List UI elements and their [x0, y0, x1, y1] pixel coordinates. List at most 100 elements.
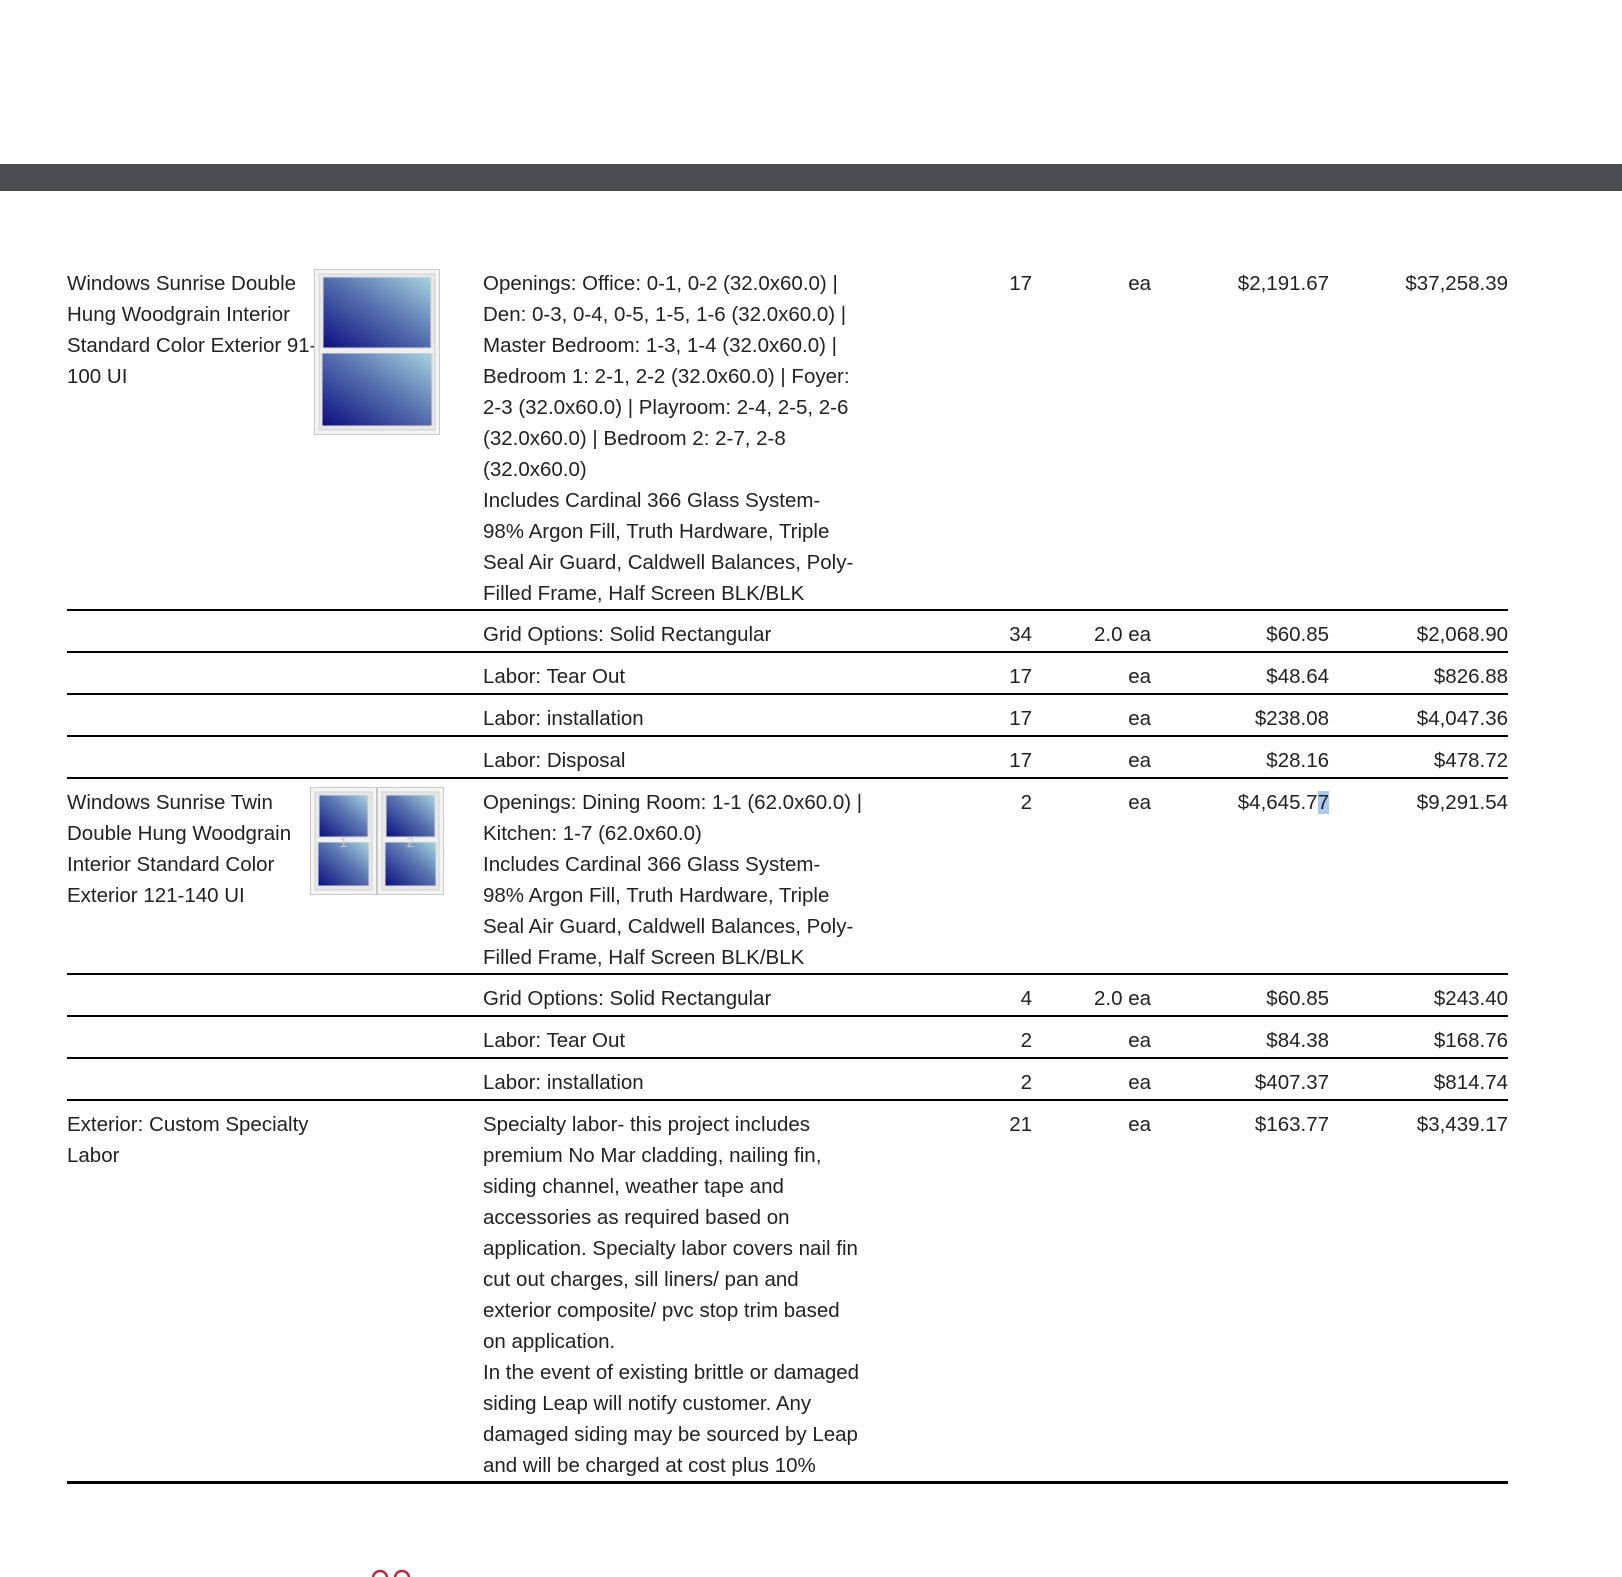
item-name: Exterior: Custom Specialty Labor	[67, 1113, 309, 1167]
item-unit-price: $4,645.77	[1151, 787, 1329, 973]
table-row: Exterior: Custom Specialty Labor Specialt…	[67, 1101, 1508, 1484]
item-total: $168.76	[1433, 1029, 1508, 1052]
item-unit-price: $60.85	[1151, 983, 1329, 1015]
table-row: Labor: installation 17 ea $238.08 $4,047.36	[67, 695, 1508, 737]
item-unit-price: $2,191.67	[1151, 268, 1329, 609]
price-text: $84.38	[1266, 1029, 1329, 1052]
item-name	[67, 983, 317, 1015]
item-image: 1 2	[310, 787, 483, 973]
price-text: $60.85	[1266, 987, 1329, 1010]
item-image	[317, 661, 483, 693]
item-name	[67, 745, 317, 777]
item-name	[67, 1067, 317, 1099]
description-paragraph: Labor: Tear Out	[483, 1029, 626, 1052]
table-row: Windows Sunrise Double Hung Woodgrain In…	[67, 268, 1508, 611]
item-total: $2,068.90	[1416, 623, 1508, 646]
item-description: Labor: installation	[483, 703, 863, 735]
item-quantity: 4	[1020, 987, 1032, 1010]
item-image	[317, 619, 483, 651]
item-description: Openings: Dining Room: 1-1 (62.0x60.0) |…	[483, 787, 863, 973]
item-unit: ea	[1128, 749, 1151, 772]
description-paragraph: Labor: Disposal	[483, 749, 626, 772]
description-paragraph: Grid Options: Solid Rectangular	[483, 623, 772, 646]
price-text: $60.85	[1266, 623, 1329, 646]
svg-text:1: 1	[340, 834, 348, 850]
selected-text: 7	[1317, 791, 1329, 814]
item-total: $243.40	[1433, 987, 1508, 1010]
item-unit: ea	[1128, 665, 1151, 688]
table-row: Labor: installation 2 ea $407.37 $814.74	[67, 1059, 1508, 1101]
description-paragraph: Includes Cardinal 366 Glass System- 98% …	[483, 489, 854, 605]
item-description: Labor: Tear Out	[483, 1025, 863, 1057]
description-paragraph: Openings: Office: 0-1, 0-2 (32.0x60.0) |…	[483, 272, 850, 481]
description-paragraph: Labor: installation	[483, 1071, 644, 1094]
item-quantity: 2	[1020, 1029, 1032, 1052]
item-total: $826.88	[1433, 665, 1508, 688]
item-unit-price: $84.38	[1151, 1025, 1329, 1057]
window-pane-icon	[314, 269, 440, 435]
item-description: Labor: Tear Out	[483, 661, 863, 693]
item-image	[317, 983, 483, 1015]
item-description: Labor: installation	[483, 1067, 863, 1099]
item-description: Openings: Office: 0-1, 0-2 (32.0x60.0) |…	[483, 268, 863, 609]
table-row: Labor: Tear Out 2 ea $84.38 $168.76	[67, 1017, 1508, 1059]
description-paragraph: Openings: Dining Room: 1-1 (62.0x60.0) |…	[483, 791, 863, 845]
item-image	[317, 1067, 483, 1099]
table-row: Grid Options: Solid Rectangular 4 2.0 ea $6…	[67, 975, 1508, 1017]
item-unit: 2.0 ea	[1094, 987, 1151, 1010]
description-paragraph: Specialty labor- this project includes p…	[483, 1113, 858, 1353]
item-unit-price: $407.37	[1151, 1067, 1329, 1099]
item-quantity: 17	[1009, 665, 1032, 688]
svg-text:2: 2	[407, 834, 415, 850]
table-row: Grid Options: Solid Rectangular 34 2.0 ea $…	[67, 611, 1508, 653]
item-total: $9,291.54	[1416, 791, 1508, 814]
item-unit-price: $48.64	[1151, 661, 1329, 693]
item-image	[317, 745, 483, 777]
item-quantity: 34	[1009, 623, 1032, 646]
item-quantity: 2	[1020, 1071, 1032, 1094]
item-image	[317, 703, 483, 735]
item-description: Labor: Disposal	[483, 745, 863, 777]
table-row: Labor: Tear Out 17 ea $48.64 $826.88	[67, 653, 1508, 695]
item-unit: ea	[1128, 1071, 1151, 1094]
description-paragraph: Labor: installation	[483, 707, 644, 730]
item-unit-price: $163.77	[1151, 1109, 1329, 1481]
item-image	[317, 1025, 483, 1057]
item-image	[314, 268, 483, 609]
table-row: Labor: Disposal 17 ea $28.16 $478.72	[67, 737, 1508, 779]
description-paragraph: In the event of existing brittle or dama…	[483, 1361, 860, 1477]
item-image	[317, 1109, 483, 1481]
item-unit: ea	[1128, 272, 1151, 295]
item-unit-price: $238.08	[1151, 703, 1329, 735]
table-row: Windows Sunrise Twin Double Hung Woodgra…	[67, 779, 1508, 975]
item-description: Specialty labor- this project includes p…	[483, 1109, 863, 1481]
price-text: $48.64	[1266, 665, 1329, 688]
price-text: $4,645.7	[1237, 791, 1318, 814]
description-paragraph: Labor: Tear Out	[483, 665, 626, 688]
item-unit-price: $28.16	[1151, 745, 1329, 777]
item-unit-price: $60.85	[1151, 619, 1329, 651]
item-unit: ea	[1128, 791, 1151, 814]
price-text: $163.77	[1254, 1113, 1329, 1136]
price-text: $2,191.67	[1237, 272, 1329, 295]
window-pane-icon: 1	[310, 787, 377, 895]
item-unit: 2.0 ea	[1094, 623, 1151, 646]
item-quantity: 2	[1020, 791, 1032, 814]
item-total: $37,258.39	[1405, 272, 1508, 295]
item-quantity: 17	[1009, 272, 1032, 295]
logo-fragment	[372, 1569, 411, 1577]
description-paragraph: Includes Cardinal 366 Glass System- 98% …	[483, 853, 854, 969]
price-text: $238.08	[1254, 707, 1329, 730]
window-pane-icon: 2	[377, 787, 444, 895]
price-text: $407.37	[1254, 1071, 1329, 1094]
description-paragraph: Grid Options: Solid Rectangular	[483, 987, 772, 1010]
item-total: $4,047.36	[1416, 707, 1508, 730]
line-items-table: Windows Sunrise Double Hung Woodgrain In…	[67, 268, 1508, 1484]
item-name	[67, 703, 317, 735]
item-name: Windows Sunrise Twin Double Hung Woodgra…	[67, 791, 292, 907]
item-quantity: 17	[1009, 749, 1032, 772]
item-total: $3,439.17	[1416, 1113, 1508, 1136]
item-unit: ea	[1128, 1113, 1151, 1136]
item-name	[67, 661, 317, 693]
item-name: Windows Sunrise Double Hung Woodgrain In…	[67, 272, 317, 388]
